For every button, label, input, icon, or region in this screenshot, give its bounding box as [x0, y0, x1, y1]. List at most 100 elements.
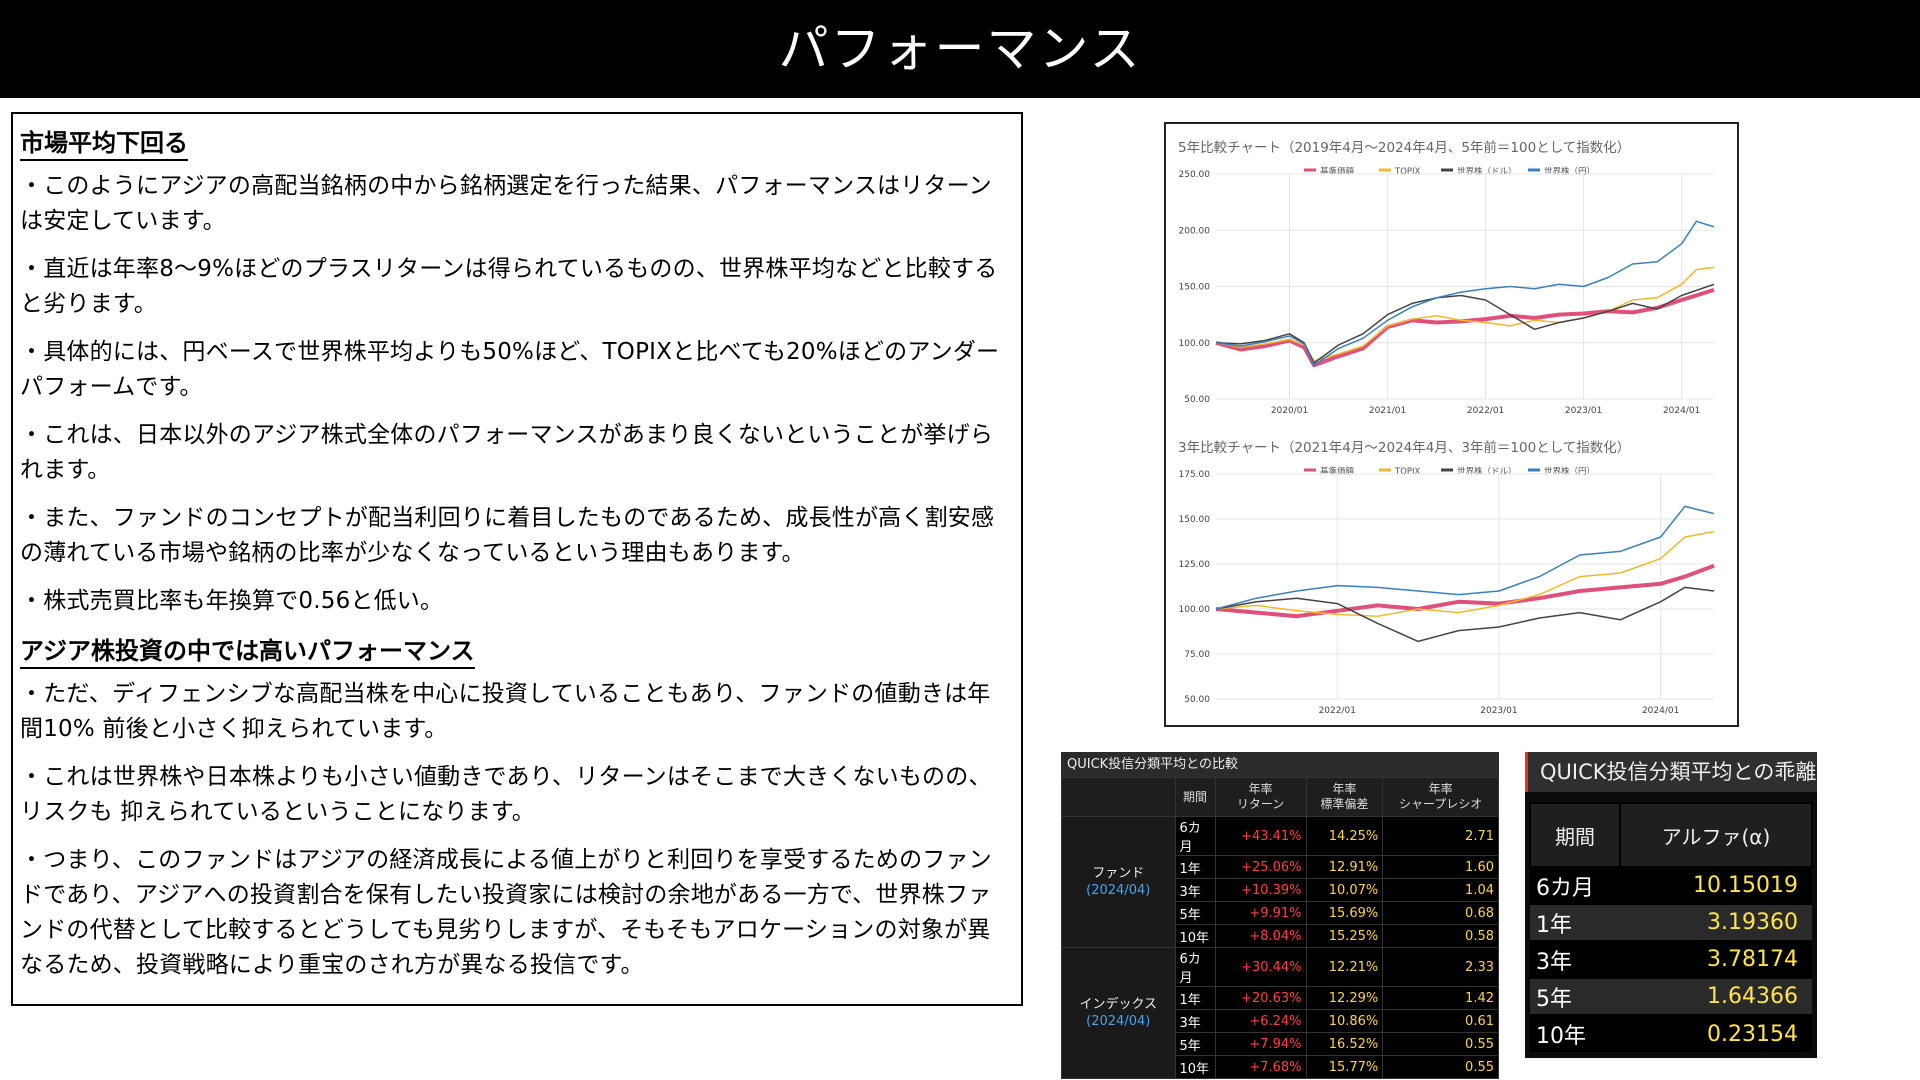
table-cell: 3年 — [1174, 878, 1216, 902]
alpha-table: QUICK投信分類平均との乖離 期間 アルファ(α) 6カ月 10.15019 1年 3.… — [1525, 752, 1817, 1058]
header-cell: 年率 標準偏差 — [1305, 777, 1384, 817]
alpha-table-title: QUICK投信分類平均との乖離 — [1525, 752, 1817, 792]
group-date: (2024/04) — [1086, 1014, 1151, 1029]
table-row: 1年 3.19360 — [1530, 903, 1812, 941]
period-cell: 3年 — [1530, 940, 1620, 978]
x-tick-label: 2022/01 — [1467, 406, 1504, 416]
table-row: 10年 0.23154 — [1530, 1014, 1812, 1052]
table-cell: +43.41% — [1214, 816, 1307, 856]
table-cell: +25.06% — [1214, 855, 1307, 879]
table-cell: 1.60 — [1382, 855, 1499, 879]
alpha-value-cell: 1.64366 — [1620, 977, 1812, 1015]
table-row: 3年 +6.24% 10.86% 0.61 — [1062, 1009, 1499, 1033]
table-cell: 10.07% — [1305, 878, 1384, 902]
table-row: 3年 3.78174 — [1530, 940, 1812, 978]
table-cell: 0.58 — [1382, 924, 1499, 948]
period-cell: 5年 — [1530, 977, 1620, 1015]
table-cell: 10.86% — [1305, 1009, 1384, 1033]
legend-label: 基準価額 — [1320, 166, 1355, 177]
y-tick-label: 175.00 — [1179, 470, 1211, 480]
x-tick-label: 2020/01 — [1271, 406, 1308, 416]
group-label: インデックス — [1079, 997, 1158, 1012]
alpha-value-cell: 3.19360 — [1620, 903, 1812, 941]
header-cell — [1061, 777, 1176, 817]
table-cell: +9.91% — [1214, 901, 1307, 925]
text-panel: 市場平均下回る ・このようにアジアの高配当銘柄の中から銘柄選定を行った結果、パフ… — [11, 112, 1023, 1006]
table-row: 6カ月 10.15019 — [1530, 866, 1812, 904]
table-cell: +20.63% — [1214, 986, 1307, 1010]
table-cell: 5年 — [1174, 901, 1216, 925]
series-line — [1215, 586, 1715, 643]
table-cell: 10年 — [1174, 1055, 1216, 1079]
series-line — [1215, 283, 1715, 364]
table-cell: 12.21% — [1305, 947, 1384, 987]
y-tick-label: 100.00 — [1179, 605, 1211, 615]
table-cell: 1.04 — [1382, 878, 1499, 902]
group-date: (2024/04) — [1086, 883, 1151, 898]
table-cell: +6.24% — [1214, 1009, 1307, 1033]
series-line — [1215, 266, 1715, 362]
legend-label: 世界株（円） — [1544, 466, 1595, 477]
header-row: 期間 年率 リターン 年率 標準偏差 年率 シャープレシオ — [1061, 777, 1499, 817]
header-cell: 年率 リターン — [1214, 777, 1307, 817]
table-row: インデックス (2024/04) 6カ月 +30.44% 12.21% 2.33 — [1061, 947, 1499, 1079]
header-cell: アルファ(α) — [1619, 802, 1813, 868]
paragraph: ・具体的には、円ベースで世界株平均よりも50%ほど、TOPIXと比べても20%ほ… — [20, 339, 1000, 400]
paragraph: ・ただ、ディフェンシブな高配当株を中心に投資していることもあり、ファンドの値動き… — [20, 681, 991, 742]
table-cell: 5年 — [1174, 1032, 1216, 1056]
y-tick-label: 200.00 — [1179, 226, 1211, 236]
table-cell: +8.04% — [1214, 924, 1307, 948]
chart-title: 5年比較チャート（2019年4月〜2024年4月、5年前＝100として指数化） — [1178, 139, 1630, 156]
paragraph: ・このようにアジアの高配当銘柄の中から銘柄選定を行った結果、パフォーマンスはリタ… — [20, 173, 992, 234]
table-cell: 10年 — [1174, 924, 1216, 948]
page-title: パフォーマンス — [778, 20, 1142, 78]
alpha-value-cell: 0.23154 — [1620, 1014, 1812, 1052]
header-row: 期間 アルファ(α) — [1529, 802, 1813, 868]
table-cell: 0.61 — [1382, 1009, 1499, 1033]
chart-title: 3年比較チャート（2021年4月〜2024年4月、3年前＝100として指数化） — [1178, 439, 1630, 456]
table-cell: 2.33 — [1382, 947, 1499, 987]
series-line — [1215, 505, 1715, 610]
table-row: 3年 +10.39% 10.07% 1.04 — [1062, 878, 1499, 902]
period-cell: 6カ月 — [1530, 866, 1620, 904]
series-line — [1215, 530, 1715, 617]
y-tick-label: 125.00 — [1179, 560, 1211, 570]
table-row: ファンド (2024/04) 6カ月 +43.41% 14.25% 2.71 — [1061, 816, 1499, 948]
x-tick-label: 2021/01 — [1369, 406, 1406, 416]
header-cell: 期間 — [1529, 802, 1621, 868]
period-cell: 10年 — [1530, 1014, 1620, 1052]
table-cell: +7.68% — [1214, 1055, 1307, 1079]
y-tick-label: 50.00 — [1184, 695, 1210, 705]
table-row: 1年 +25.06% 12.91% 1.60 — [1062, 855, 1499, 879]
comparison-table-grid: 期間 年率 リターン 年率 標準偏差 年率 シャープレシオ ファンド (2024/04) 6… — [1061, 777, 1499, 1079]
header-cell: 年率 シャープレシオ — [1382, 777, 1499, 817]
paragraph: ・株式売買比率も年換算で0.56と低い。 — [20, 588, 444, 614]
series-line — [1215, 220, 1715, 367]
header-cell: 期間 — [1174, 777, 1216, 817]
group-label-cell: インデックス (2024/04) — [1061, 947, 1176, 1079]
table-cell: 3年 — [1174, 1009, 1216, 1033]
group-label-cell: ファンド (2024/04) — [1061, 816, 1176, 948]
table-cell: 15.77% — [1305, 1055, 1384, 1079]
table-row: 5年 1.64366 — [1530, 977, 1812, 1015]
paragraph-group-asia: ・ただ、ディフェンシブな高配当株を中心に投資していることもあり、ファンドの値動き… — [20, 677, 1011, 983]
table-cell: +30.44% — [1214, 947, 1307, 987]
legend-label: 基準価額 — [1320, 466, 1355, 477]
x-tick-label: 2023/01 — [1565, 406, 1602, 416]
alpha-value-cell: 10.15019 — [1620, 866, 1812, 904]
legend-label: TOPIX — [1394, 467, 1421, 477]
table-cell: 0.68 — [1382, 901, 1499, 925]
table-cell: 0.55 — [1382, 1032, 1499, 1056]
table-cell: 1.42 — [1382, 986, 1499, 1010]
x-tick-label: 2022/01 — [1319, 706, 1356, 716]
x-tick-label: 2023/01 — [1480, 706, 1517, 716]
legend-label: 世界株（ドル） — [1457, 466, 1517, 477]
y-tick-label: 150.00 — [1179, 515, 1211, 525]
chart-5yr: 5年比較チャート（2019年4月〜2024年4月、5年前＝100として指数化） 基… — [1178, 139, 1715, 416]
y-tick-label: 75.00 — [1184, 650, 1210, 660]
paragraph: ・つまり、このファンドはアジアの経済成長による値上がりと利回りを享受するためのフ… — [20, 847, 992, 978]
table-cell: +7.94% — [1214, 1032, 1307, 1056]
paragraph: ・これは、日本以外のアジア株式全体のパフォーマンスがあまり良くないということが挙… — [20, 422, 994, 483]
y-tick-label: 150.00 — [1179, 283, 1211, 293]
paragraph: ・直近は年率8〜9%ほどのプラスリターンは得られているものの、世界株平均などと比… — [20, 256, 998, 317]
